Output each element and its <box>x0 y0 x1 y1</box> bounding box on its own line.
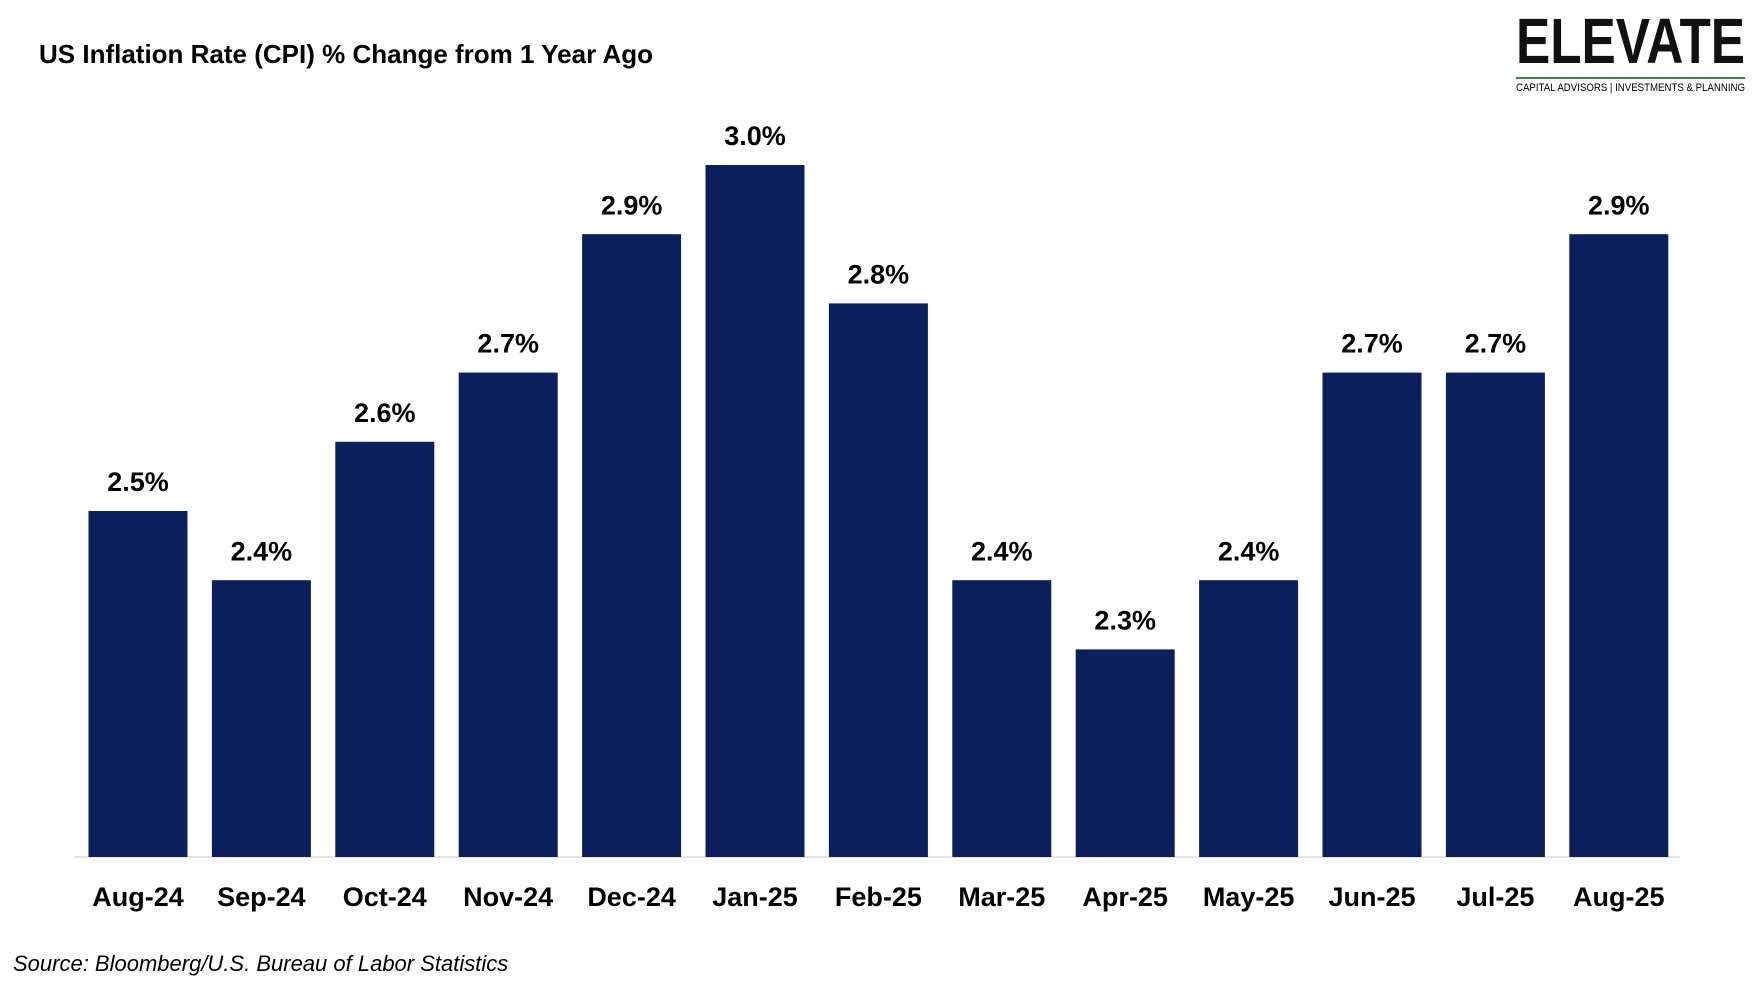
x-tick-label: Aug-24 <box>92 882 184 912</box>
bar <box>1569 234 1669 857</box>
bar <box>828 303 928 857</box>
value-label: 3.0% <box>724 121 786 151</box>
chart-title: US Inflation Rate (CPI) % Change from 1 … <box>39 39 653 69</box>
bar <box>1445 372 1545 857</box>
x-tick-label: Oct-24 <box>343 882 427 912</box>
bar <box>582 234 682 857</box>
x-tick-label: Dec-24 <box>587 882 676 912</box>
bar <box>211 580 311 857</box>
bar <box>1199 580 1299 857</box>
x-tick-label: Mar-25 <box>958 882 1045 912</box>
x-tick-label: May-25 <box>1203 882 1295 912</box>
value-label: 2.9% <box>1588 190 1650 220</box>
value-label: 2.3% <box>1094 606 1156 636</box>
value-label: 2.5% <box>107 467 169 497</box>
value-label: 2.7% <box>1341 329 1403 359</box>
value-label: 2.4% <box>971 536 1033 566</box>
source-note: Source: Bloomberg/U.S. Bureau of Labor S… <box>13 951 508 976</box>
value-label: 2.7% <box>1465 329 1527 359</box>
value-label: 2.4% <box>1218 536 1280 566</box>
x-tick-label: Jan-25 <box>712 882 798 912</box>
bar <box>1075 649 1175 857</box>
logo-name: ELEVATE <box>1516 5 1745 77</box>
x-tick-label: Apr-25 <box>1082 882 1168 912</box>
x-tick-label: Feb-25 <box>835 882 922 912</box>
bar <box>88 511 188 857</box>
x-tick-label: Sep-24 <box>217 882 306 912</box>
logo-tagline: CAPITAL ADVISORS | INVESTMENTS & PLANNIN… <box>1516 82 1745 94</box>
bar <box>1322 372 1422 857</box>
value-label: 2.7% <box>477 329 539 359</box>
bar <box>952 580 1052 857</box>
bar <box>335 441 435 857</box>
x-tick-label: Jul-25 <box>1456 882 1534 912</box>
bar <box>705 165 805 857</box>
x-tick-label: Nov-24 <box>463 882 553 912</box>
value-label: 2.8% <box>848 260 910 290</box>
x-tick-label: Jun-25 <box>1328 882 1415 912</box>
value-label: 2.4% <box>231 536 293 566</box>
value-label: 2.9% <box>601 190 663 220</box>
bar <box>458 372 558 857</box>
x-tick-label: Aug-25 <box>1573 882 1665 912</box>
value-label: 2.6% <box>354 398 416 428</box>
